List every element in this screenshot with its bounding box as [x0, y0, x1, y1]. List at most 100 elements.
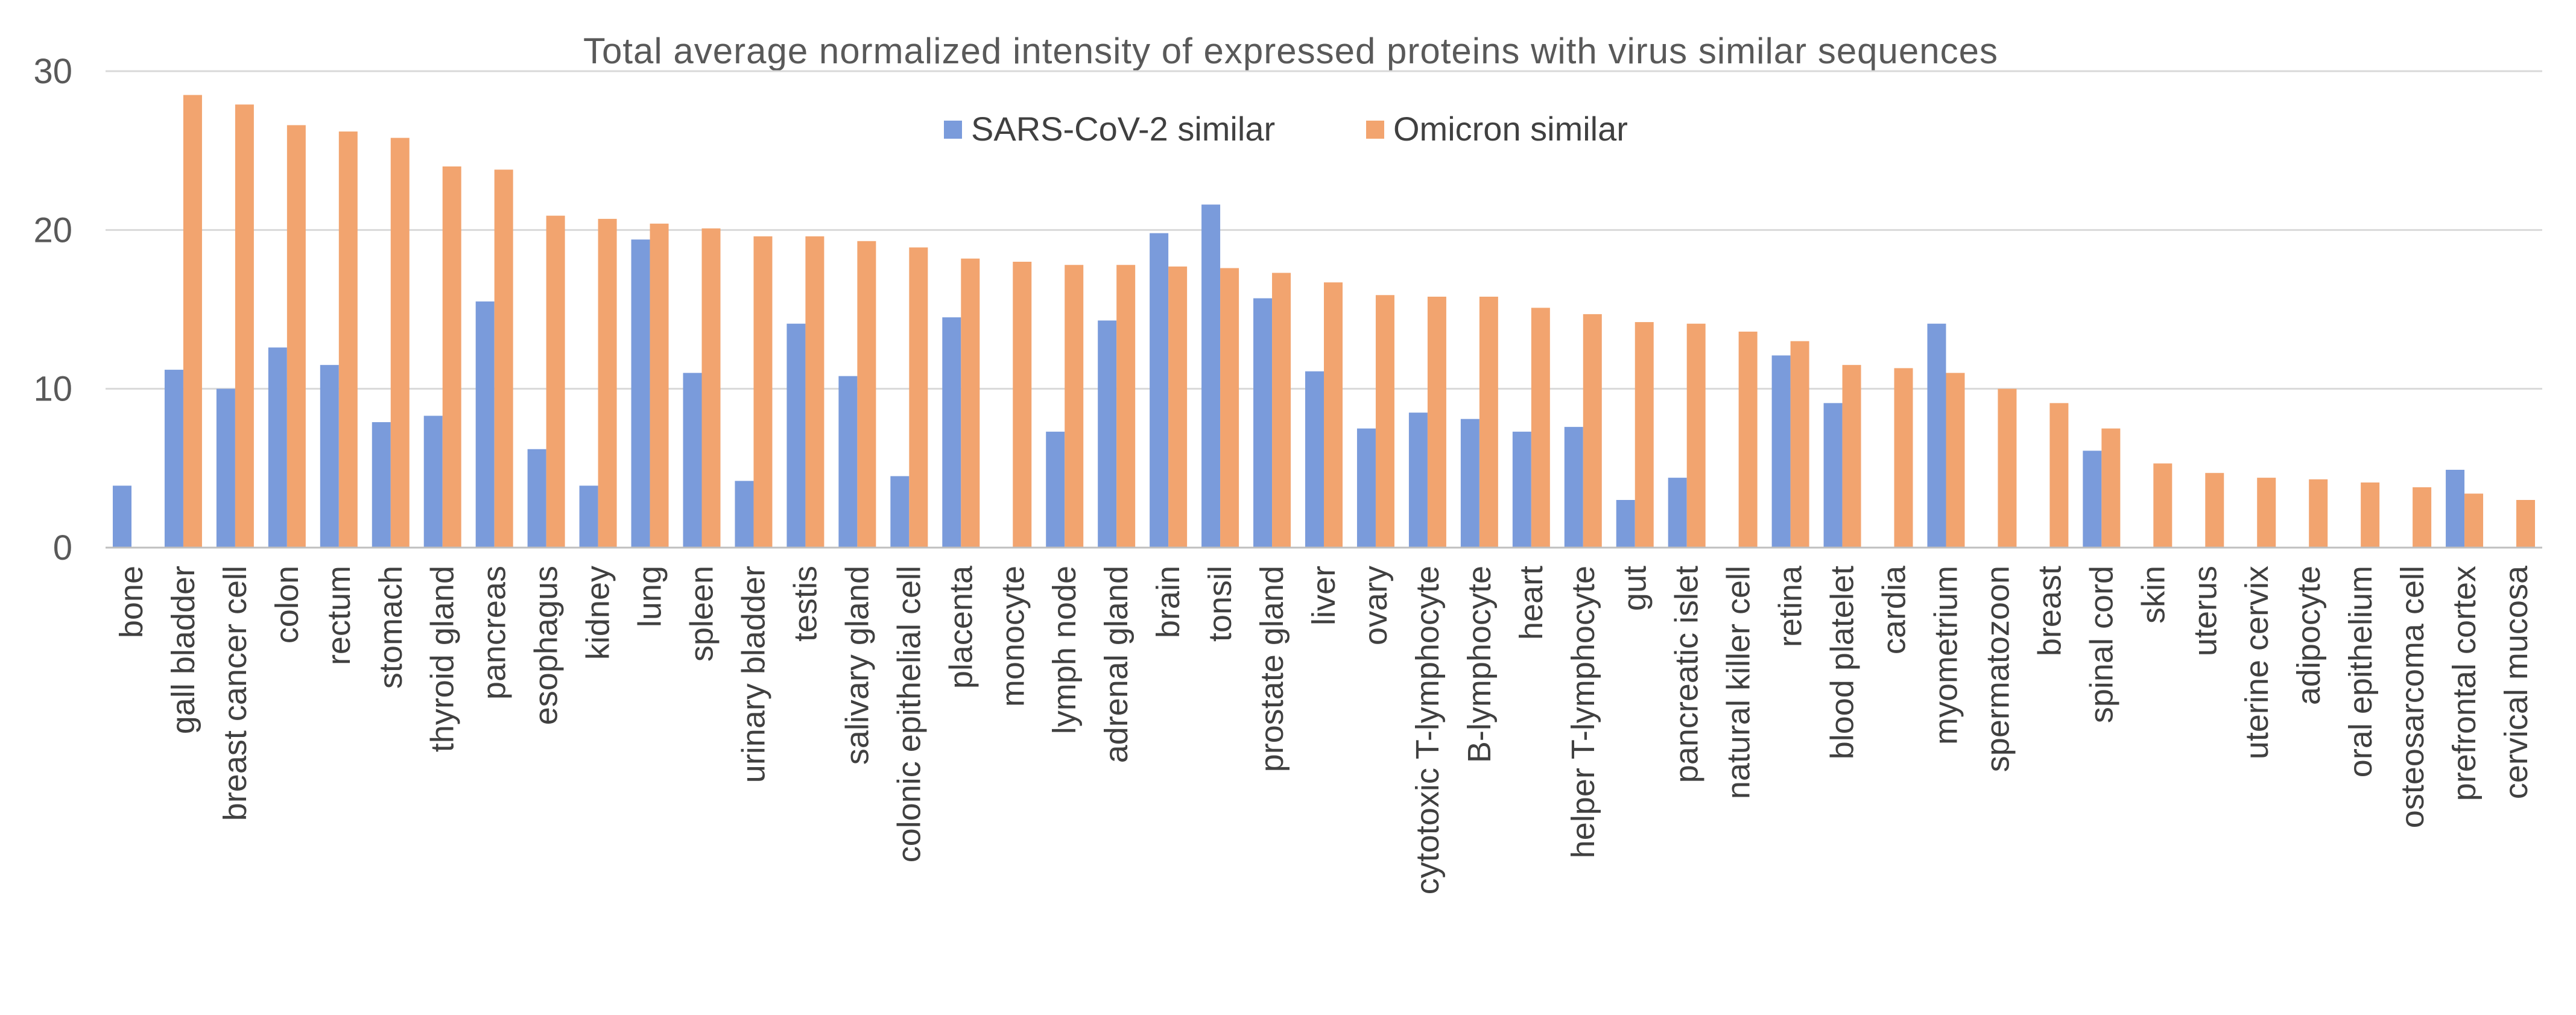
bar-sars-cov-2-prefrontal-cortex: [2446, 469, 2465, 548]
bar-sars-cov-2-spleen: [683, 373, 702, 548]
x-category-label: ovary: [1358, 566, 1394, 645]
bar-omicron-tonsil: [1220, 268, 1239, 548]
bar-sars-cov-2-breast-cancer-cell: [216, 388, 235, 548]
bar-omicron-natural-killer-cell: [1738, 331, 1758, 548]
x-category-label: myometrium: [1928, 566, 1964, 745]
x-category-label: monocyte: [995, 566, 1031, 707]
x-category-label: cytotoxic T-lymphocyte: [1410, 566, 1446, 894]
x-category-label: skin: [2135, 566, 2171, 624]
bar-sars-cov-2-lung: [631, 239, 650, 548]
bar-sars-cov-2-placenta: [942, 317, 961, 548]
bar-sars-cov-2-gall-bladder: [164, 370, 183, 548]
x-category-label: thyroid gland: [425, 566, 461, 752]
bar-sars-cov-2-prostate-gland: [1253, 298, 1273, 548]
bar-omicron-b-lymphocyte: [1479, 296, 1498, 548]
bar-sars-cov-2-urinary-bladder: [735, 481, 754, 548]
x-category-label: placenta: [943, 565, 979, 689]
x-category-label: spleen: [684, 566, 720, 662]
x-category-label: stomach: [373, 566, 409, 689]
x-category-label: salivary gland: [839, 566, 875, 765]
bar-omicron-skin: [2153, 463, 2173, 548]
x-category-label: retina: [1773, 565, 1809, 647]
bar-omicron-spinal-cord: [2101, 428, 2121, 548]
bar-sars-cov-2-pancreas: [475, 301, 495, 548]
bar-omicron-colonic-epithelial-cell: [909, 247, 928, 548]
bar-sars-cov-2-pancreatic-islet: [1668, 478, 1687, 548]
y-tick-label: 10: [33, 370, 72, 409]
bars-group: [112, 95, 2536, 548]
x-category-label: cervical mucosa: [2498, 565, 2534, 799]
bar-omicron-breast-cancer-cell: [235, 104, 254, 548]
x-category-label: brain: [1150, 566, 1186, 638]
bar-sars-cov-2-rectum: [320, 365, 339, 548]
bar-sars-cov-2-cytotoxic-t-lymphocyte: [1408, 413, 1428, 548]
x-category-label: helper T-lymphocyte: [1565, 566, 1601, 858]
bar-sars-cov-2-stomach: [372, 422, 391, 548]
bar-omicron-liver: [1324, 282, 1343, 548]
bar-omicron-blood-platelet: [1842, 365, 1861, 548]
bar-sars-cov-2-esophagus: [527, 449, 546, 548]
bar-omicron-breast: [2049, 403, 2069, 548]
bar-sars-cov-2-ovary: [1356, 428, 1376, 548]
x-category-label: gall bladder: [165, 566, 201, 734]
bar-sars-cov-2-liver: [1305, 371, 1324, 548]
bar-omicron-myometrium: [1946, 373, 1965, 548]
bar-omicron-urinary-bladder: [753, 236, 773, 548]
x-category-label: cardia: [1876, 565, 1913, 654]
x-category-label: oral epithelium: [2343, 566, 2379, 777]
x-category-label: kidney: [580, 566, 616, 660]
bar-omicron-helper-t-lymphocyte: [1583, 314, 1602, 548]
x-category-label: liver: [1306, 566, 1342, 625]
bar-omicron-retina: [1790, 341, 1809, 548]
bar-sars-cov-2-retina: [1771, 355, 1791, 548]
legend-swatch-sars-cov-2: [944, 121, 962, 139]
x-category-label: rectum: [321, 566, 357, 665]
x-category-label: gut: [1617, 566, 1653, 611]
x-category-label: tonsil: [1202, 566, 1238, 642]
bar-sars-cov-2-b-lymphocyte: [1460, 419, 1479, 548]
legend-swatch-omicron: [1366, 121, 1384, 139]
x-category-label: bone: [113, 566, 150, 638]
bar-omicron-salivary-gland: [857, 241, 876, 548]
bar-sars-cov-2-spinal-cord: [2083, 451, 2102, 548]
x-category-label: natural killer cell: [1721, 566, 1757, 799]
bar-sars-cov-2-blood-platelet: [1823, 403, 1843, 548]
x-category-label: breast cancer cell: [217, 566, 253, 821]
bar-sars-cov-2-kidney: [579, 485, 598, 548]
bar-omicron-testis: [805, 236, 824, 548]
bar-omicron-spleen: [701, 228, 721, 548]
x-category-label: prostate gland: [1254, 566, 1290, 772]
x-category-label: prefrontal cortex: [2446, 566, 2483, 801]
bar-omicron-gut: [1635, 322, 1654, 548]
x-category-label: adipocyte: [2291, 566, 2327, 705]
bar-sars-cov-2-gut: [1616, 500, 1635, 548]
bar-omicron-kidney: [598, 218, 617, 548]
x-category-label: spermatozoon: [1979, 566, 2016, 772]
bar-omicron-prefrontal-cortex: [2464, 493, 2484, 548]
legend: SARS-CoV-2 similar Omicron similar: [944, 110, 1628, 148]
bar-sars-cov-2-heart: [1512, 431, 1531, 548]
y-tick-label: 20: [33, 210, 72, 250]
x-category-label: colon: [269, 566, 305, 643]
bar-omicron-monocyte: [1013, 262, 1032, 548]
bar-sars-cov-2-bone: [112, 485, 131, 548]
x-category-label: uterine cervix: [2239, 566, 2275, 759]
bar-omicron-stomach: [390, 138, 410, 548]
bar-omicron-ovary: [1375, 295, 1394, 548]
bar-omicron-osteosarcoma-cell: [2413, 487, 2432, 548]
bar-omicron-lung: [650, 223, 669, 548]
x-category-label: osteosarcoma cell: [2394, 566, 2431, 828]
bar-sars-cov-2-myometrium: [1927, 323, 1946, 548]
x-category-label: B-lymphocyte: [1461, 566, 1498, 763]
bar-omicron-prostate-gland: [1272, 273, 1291, 548]
bar-sars-cov-2-adrenal-gland: [1098, 320, 1117, 548]
y-axis-ticks: 0 10 20 30: [33, 52, 72, 568]
bar-omicron-pancreatic-islet: [1686, 323, 1706, 548]
legend-label-sars-cov-2: SARS-CoV-2 similar: [971, 110, 1275, 148]
bar-omicron-pancreas: [494, 169, 513, 548]
bar-sars-cov-2-testis: [786, 323, 806, 548]
x-category-label: uterus: [2187, 566, 2223, 656]
bar-sars-cov-2-colonic-epithelial-cell: [890, 476, 910, 548]
